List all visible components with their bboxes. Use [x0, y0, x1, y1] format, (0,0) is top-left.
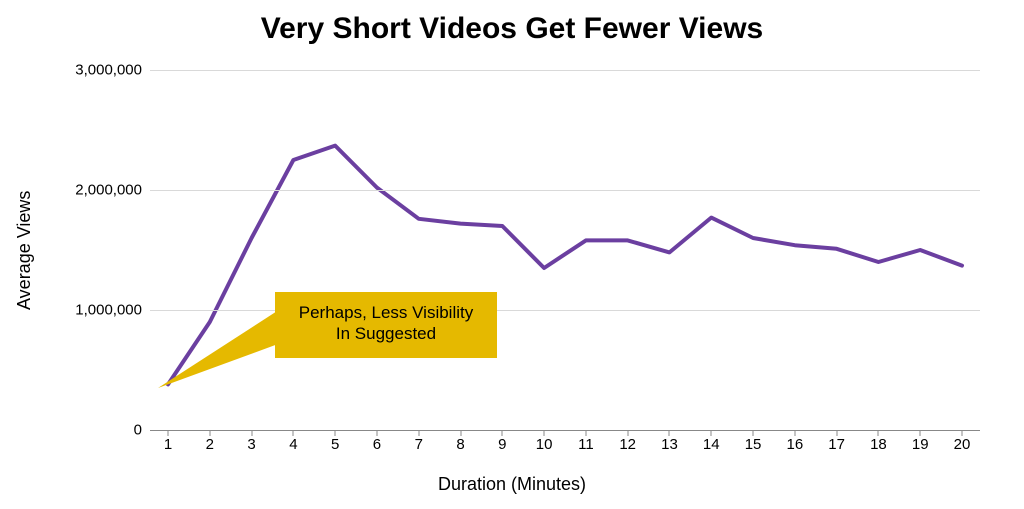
x-tick-label: 13: [661, 430, 678, 453]
y-axis-label: Average Views: [14, 190, 35, 309]
annotation-callout: Perhaps, Less VisibilityIn Suggested: [275, 292, 497, 358]
x-tick-label: 17: [828, 430, 845, 453]
x-tick-label: 18: [870, 430, 887, 453]
x-tick-label: 3: [247, 430, 255, 453]
y-tick-label: 3,000,000: [75, 62, 150, 79]
x-tick-label: 6: [373, 430, 381, 453]
x-tick-label: 7: [415, 430, 423, 453]
y-tick-label: 2,000,000: [75, 182, 150, 199]
chart-title: Very Short Videos Get Fewer Views: [0, 12, 1024, 46]
callout-line-1: Perhaps, Less Visibility: [289, 302, 483, 323]
x-tick-label: 5: [331, 430, 339, 453]
chart-container: Very Short Videos Get Fewer Views Averag…: [0, 0, 1024, 509]
x-tick-label: 14: [703, 430, 720, 453]
y-tick-label: 1,000,000: [75, 302, 150, 319]
x-tick-label: 10: [536, 430, 553, 453]
callout-tail-shape: [158, 312, 276, 388]
x-tick-label: 20: [954, 430, 971, 453]
x-axis-line: [150, 430, 980, 431]
x-axis-label: Duration (Minutes): [0, 474, 1024, 495]
x-tick-label: 8: [456, 430, 464, 453]
y-tick-label: 0: [134, 422, 150, 439]
x-tick-label: 11: [578, 430, 594, 453]
x-tick-label: 1: [164, 430, 172, 453]
x-tick-label: 16: [786, 430, 803, 453]
x-tick-label: 19: [912, 430, 929, 453]
x-tick-label: 4: [289, 430, 297, 453]
x-tick-label: 2: [206, 430, 214, 453]
callout-line-2: In Suggested: [289, 323, 483, 344]
x-tick-label: 9: [498, 430, 506, 453]
plot-area: 01,000,0002,000,0003,000,000123456789101…: [150, 70, 980, 430]
x-tick-label: 12: [619, 430, 636, 453]
callout-tail: [150, 70, 980, 430]
x-tick-label: 15: [745, 430, 762, 453]
